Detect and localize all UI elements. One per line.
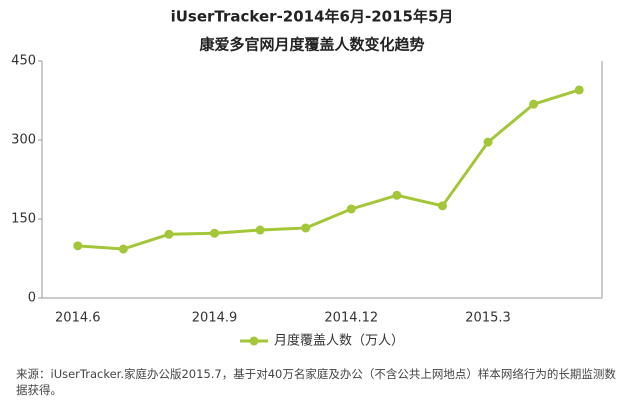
point bbox=[118, 244, 128, 254]
chart: iUserTracker-2014年6月-2015年5月 康爱多官网月度覆盖人数… bbox=[11, 8, 603, 349]
point bbox=[210, 228, 220, 238]
point bbox=[574, 85, 584, 95]
point bbox=[164, 229, 174, 239]
x-tick-label: 2014.12 bbox=[324, 311, 378, 326]
point bbox=[346, 204, 356, 214]
y-tick-label: 450 bbox=[11, 54, 36, 69]
point bbox=[392, 190, 402, 200]
point bbox=[73, 241, 83, 251]
chart-title: iUserTracker-2014年6月-2015年5月 bbox=[171, 8, 454, 26]
chart-subtitle: 康爱多官网月度覆盖人数变化趋势 bbox=[199, 36, 424, 54]
point bbox=[529, 99, 539, 109]
x-tick-label: 2014.9 bbox=[192, 311, 238, 326]
legend-marker bbox=[249, 336, 259, 346]
point bbox=[255, 225, 265, 235]
point bbox=[483, 137, 493, 147]
x-tick-label: 2014.6 bbox=[55, 311, 101, 326]
series-line bbox=[77, 88, 580, 251]
y-tick-label: 300 bbox=[11, 133, 36, 148]
x-tick-label: 2015.3 bbox=[465, 311, 511, 326]
y-tick-label: 150 bbox=[11, 212, 36, 227]
y-tick-label: 0 bbox=[28, 291, 36, 306]
point bbox=[437, 201, 447, 211]
point bbox=[301, 223, 311, 233]
legend-label: 月度覆盖人数（万人） bbox=[274, 333, 404, 349]
source-note: 来源：iUserTracker.家庭办公版2015.7，基于对40万名家庭及办公… bbox=[16, 367, 616, 397]
